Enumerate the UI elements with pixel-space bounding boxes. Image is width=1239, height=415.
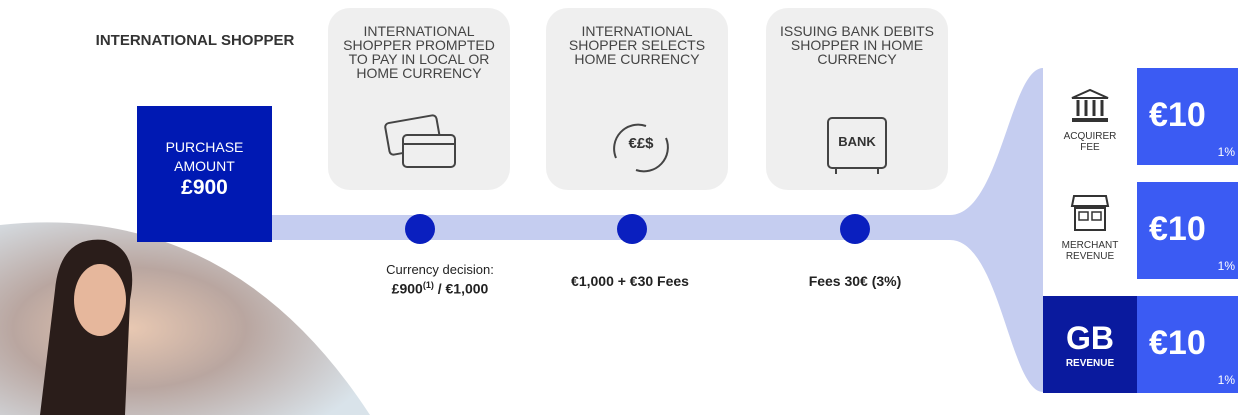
revenue-amount: €10	[1149, 324, 1206, 363]
gb-logo: GB	[1043, 320, 1137, 357]
step-box: INTERNATIONAL SHOPPER PROMPTED TO PAY IN…	[328, 8, 510, 190]
revenue-label-box: ACQUIRER FEE	[1043, 68, 1137, 165]
revenue-value-box: €10 1%	[1137, 182, 1238, 279]
bank-icon	[1070, 88, 1110, 124]
revenue-value-box: €10 1%	[1137, 68, 1238, 165]
revenue-label: REVENUE	[1043, 358, 1137, 369]
revenue-label: ACQUIRER FEE	[1043, 131, 1137, 153]
currency-icon-text: €£$	[606, 135, 676, 152]
purchase-amount: £900	[137, 176, 272, 200]
timeline-amount-suffix: / €1,000	[438, 281, 489, 297]
page: INTERNATIONAL SHOPPER PURCHASE AMOUNT £9…	[0, 0, 1239, 415]
revenue-label-box: GB REVENUE	[1043, 296, 1137, 393]
step-title: INTERNATIONAL SHOPPER PROMPTED TO PAY IN…	[340, 24, 498, 80]
photo-face	[74, 264, 126, 336]
revenue-percent: 1%	[1218, 145, 1235, 159]
timeline-value: €1,000 + €30 Fees	[560, 273, 700, 289]
card-icon	[383, 113, 463, 173]
footnote-mark: (1)	[423, 280, 434, 290]
revenue-label: MERCHANT REVENUE	[1043, 240, 1137, 262]
step-title: ISSUING BANK DEBITS SHOPPER IN HOME CURR…	[778, 24, 936, 66]
step-box: INTERNATIONAL SHOPPER SELECTS HOME CURRE…	[546, 8, 728, 190]
timeline-value: Fees 30€ (3%)	[785, 273, 925, 289]
step-box: ISSUING BANK DEBITS SHOPPER IN HOME CURR…	[766, 8, 948, 190]
revenue-percent: 1%	[1218, 373, 1235, 387]
timeline-value: £900(1) / €1,000	[330, 280, 550, 297]
purchase-label: PURCHASE AMOUNT	[162, 138, 247, 176]
revenue-percent: 1%	[1218, 259, 1235, 273]
safe-icon-text: BANK	[826, 134, 888, 149]
step-title: INTERNATIONAL SHOPPER SELECTS HOME CURRE…	[558, 24, 716, 66]
revenue-amount: €10	[1149, 96, 1206, 135]
timeline-dot	[617, 214, 647, 244]
revenue-amount: €10	[1149, 210, 1206, 249]
revenue-value-box: €10 1%	[1137, 296, 1238, 393]
purchase-box: PURCHASE AMOUNT £900	[137, 106, 272, 242]
shopper-title: INTERNATIONAL SHOPPER	[95, 32, 295, 49]
timeline-dot	[405, 214, 435, 244]
timeline-label: Currency decision: £900(1) / €1,000	[330, 262, 550, 297]
timeline-dot	[840, 214, 870, 244]
shop-icon	[1070, 194, 1110, 232]
timeline-amount: £900	[392, 281, 423, 297]
revenue-label-box: MERCHANT REVENUE	[1043, 182, 1137, 279]
timeline-caption: Currency decision:	[330, 262, 550, 277]
